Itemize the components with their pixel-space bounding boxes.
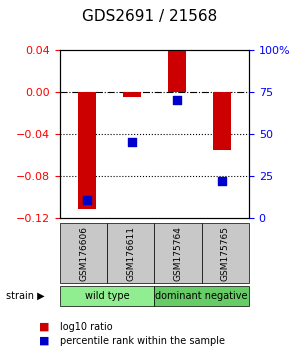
Text: GDS2691 / 21568: GDS2691 / 21568 xyxy=(82,9,218,24)
Point xyxy=(130,139,134,145)
Point xyxy=(175,97,179,103)
Text: wild type: wild type xyxy=(85,291,130,301)
Point xyxy=(85,197,89,203)
Text: percentile rank within the sample: percentile rank within the sample xyxy=(60,336,225,346)
Bar xyxy=(123,92,141,97)
Text: GSM176611: GSM176611 xyxy=(126,225,135,281)
Text: GSM175764: GSM175764 xyxy=(174,225,183,281)
Bar xyxy=(78,92,96,209)
Text: ■: ■ xyxy=(39,336,50,346)
Text: log10 ratio: log10 ratio xyxy=(60,322,112,332)
Bar xyxy=(168,48,186,92)
Text: dominant negative: dominant negative xyxy=(155,291,248,301)
Text: GSM175765: GSM175765 xyxy=(221,225,230,281)
Text: ■: ■ xyxy=(39,322,50,332)
Text: GSM176606: GSM176606 xyxy=(79,225,88,281)
Bar xyxy=(213,92,231,150)
Point xyxy=(220,178,224,183)
Text: strain ▶: strain ▶ xyxy=(6,291,45,301)
